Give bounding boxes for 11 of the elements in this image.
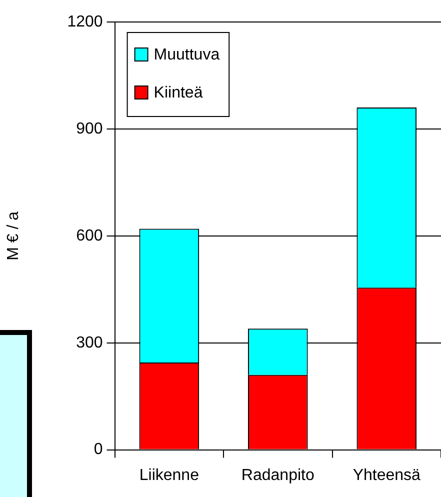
- y-tick-label: 0: [94, 441, 103, 458]
- legend-label: Kiinteä: [154, 84, 203, 102]
- y-axis-title: M € / a: [5, 211, 22, 260]
- legend-label: Muuttuva: [154, 46, 220, 64]
- y-tick-label: 900: [76, 120, 103, 138]
- x-tick-label: Liikenne: [139, 466, 200, 484]
- x-tick-label: Radanpito: [241, 466, 314, 484]
- y-tick-label: 1200: [67, 13, 103, 30]
- x-tick-label: Yhteensä: [352, 466, 421, 484]
- y-tick-label: 600: [76, 227, 103, 244]
- y-tick-label: 300: [76, 334, 103, 352]
